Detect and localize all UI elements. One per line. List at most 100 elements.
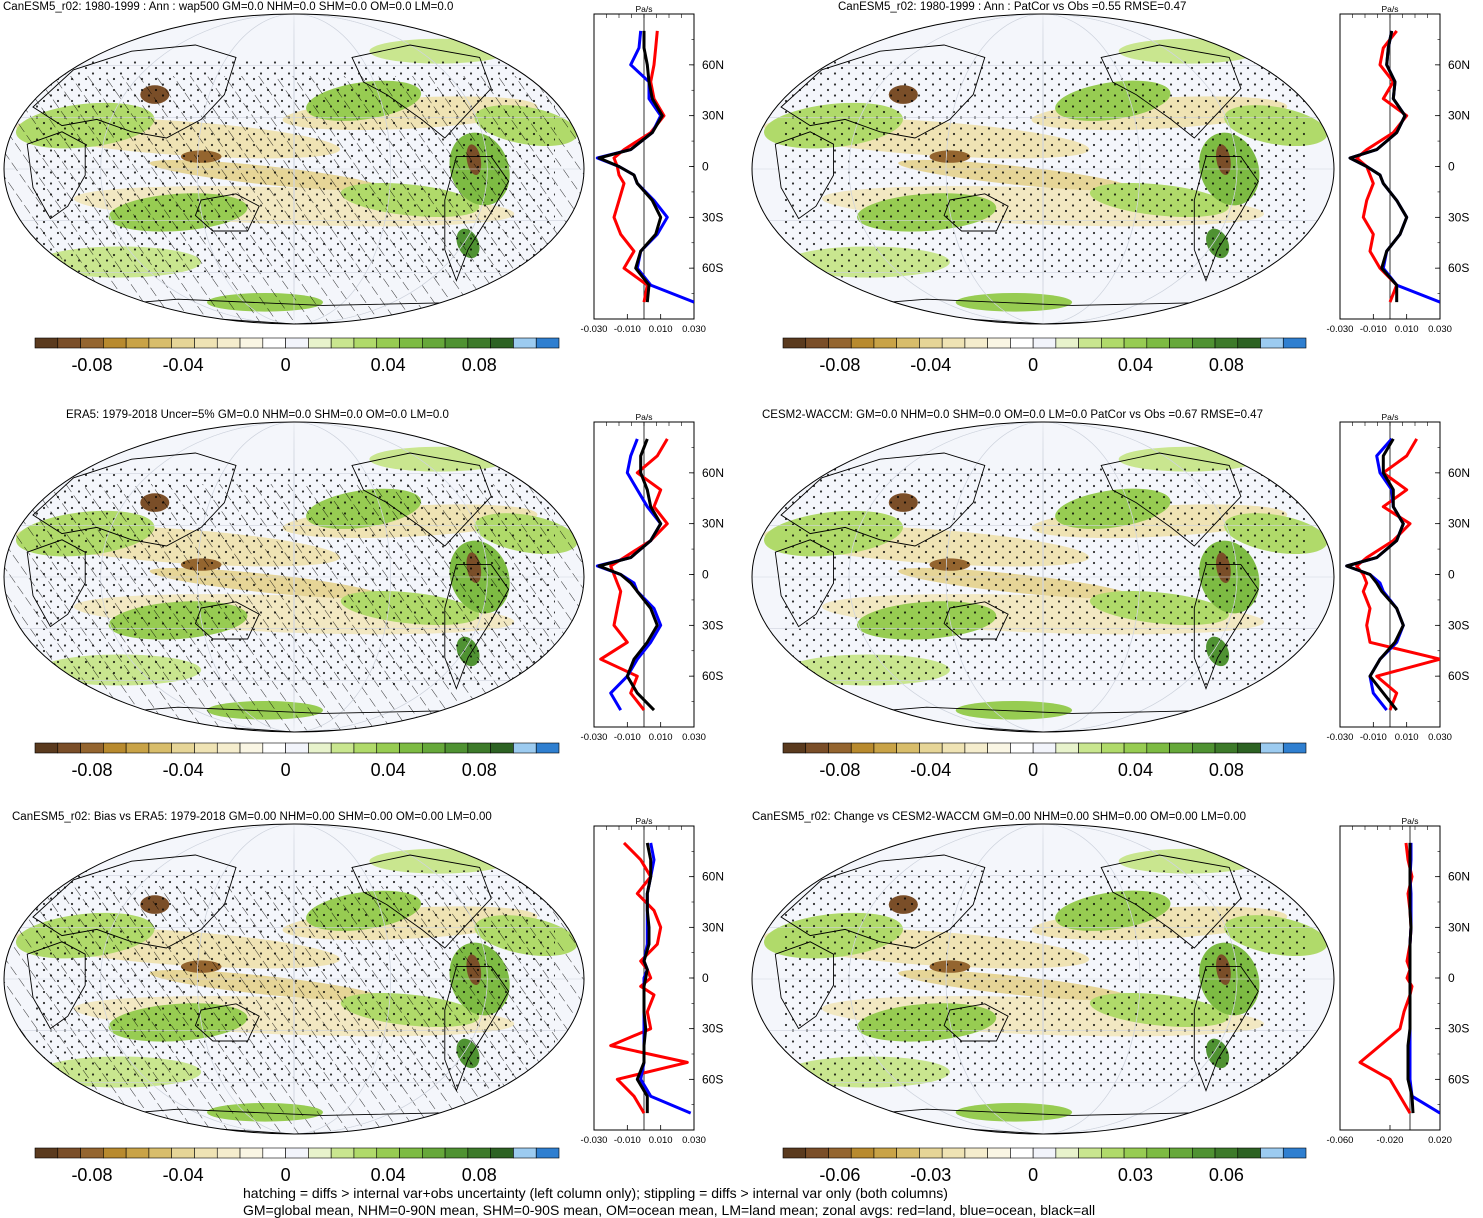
- colorbar-label: 0.08: [1209, 760, 1244, 780]
- colorbar-bin: [467, 742, 491, 754]
- graticule-line: [197, 14, 391, 324]
- lat-tick-label: 0: [1448, 568, 1455, 582]
- lat-tick-label: 0: [702, 568, 709, 582]
- hatching: [4, 886, 584, 1134]
- colorbar-bin: [239, 1147, 264, 1159]
- zonal-line-land: [1358, 842, 1414, 1114]
- panel-title: CanESM5_r02: Change vs CESM2-WACCM GM=0.…: [752, 811, 1246, 823]
- colorbar-bin: [80, 742, 104, 754]
- colorbar-label: 0.04: [1118, 355, 1153, 375]
- colorbar-bin: [399, 742, 423, 754]
- colorbar-bin: [1055, 337, 1079, 349]
- colorbar-bin: [1055, 742, 1079, 754]
- colorbar-bin: [262, 337, 286, 349]
- colorbar-bin: [171, 337, 195, 349]
- colorbar-bin: [125, 1147, 150, 1159]
- colorbar-bin: [330, 1147, 355, 1159]
- colorbar-bin: [239, 337, 264, 349]
- panel-2: CanESM5_r02: 1980-1999 : Ann : PatCor vs…: [751, 1, 1470, 375]
- ascent-region: [955, 293, 1073, 312]
- x-tick-label: -0.010: [614, 732, 641, 743]
- graticule-line: [1042, 422, 1044, 732]
- ascent-region: [1118, 446, 1259, 472]
- colorbar-bin: [376, 337, 400, 349]
- footnote-line-2: GM=global mean, NHM=0-90N mean, SHM=0-90…: [243, 1202, 1095, 1218]
- colorbar-bin: [1192, 337, 1216, 349]
- zonal-line-all: [635, 842, 653, 1114]
- zonal-line-all: [597, 438, 663, 712]
- colorbar-bin: [1214, 742, 1239, 754]
- colorbar-bin: [919, 1147, 943, 1159]
- colorbar: -0.08 -0.04 0 0.04 0.08: [34, 337, 560, 375]
- australia-outline: [194, 1003, 260, 1042]
- colorbar-bin: [1282, 742, 1307, 754]
- lat-tick-label: 60N: [702, 58, 724, 72]
- colorbar-bin: [964, 337, 988, 349]
- colorbar-bin: [1282, 1147, 1307, 1159]
- colorbar-bin: [103, 1147, 127, 1159]
- colorbar-bin: [1237, 337, 1261, 349]
- north-america-outline: [351, 854, 492, 949]
- x-tick-label: -0.030: [581, 732, 608, 743]
- colorbar-bin: [308, 1147, 332, 1159]
- eurasia-outline: [32, 452, 237, 547]
- panel-title: ERA5: 1979-2018 Uncer=5% GM=0.0 NHM=0.0 …: [66, 409, 449, 421]
- x-tick-label: 0.010: [1395, 732, 1419, 743]
- colorbar-bin: [513, 1147, 537, 1159]
- colorbar-bin: [262, 742, 286, 754]
- colorbar-bin: [1146, 337, 1170, 349]
- colorbar-bin: [513, 337, 537, 349]
- australia-outline: [943, 193, 1009, 232]
- colorbar-bin: [964, 1147, 988, 1159]
- colorbar-bin: [805, 1147, 829, 1159]
- x-tick-label: 0.010: [649, 1135, 673, 1146]
- colorbar-bin: [805, 337, 829, 349]
- x-tick-label: -0.030: [581, 324, 608, 335]
- colorbar-bin: [285, 742, 309, 754]
- colorbar-bin: [262, 1147, 286, 1159]
- south-america-outline: [444, 156, 510, 282]
- colorbar-label: 0: [281, 355, 291, 375]
- colorbar-bin: [399, 1147, 423, 1159]
- colorbar-bin: [1078, 1147, 1102, 1159]
- zonal-line-land: [599, 438, 669, 712]
- colorbar-bin: [125, 337, 150, 349]
- colorbar-label: 0: [281, 760, 291, 780]
- colorbar: -0.08 -0.04 0 0.04 0.08: [782, 337, 1307, 375]
- colorbar-bin: [148, 742, 172, 754]
- australia-outline: [194, 601, 260, 640]
- colorbar-bin: [987, 742, 1011, 754]
- colorbar-bin: [216, 742, 241, 754]
- colorbar-bin: [805, 742, 829, 754]
- colorbar-bin: [850, 1147, 875, 1159]
- lat-tick-label: 60S: [1448, 261, 1469, 275]
- colorbar-label: -0.04: [163, 760, 204, 780]
- north-america-outline: [1100, 44, 1242, 139]
- colorbar-bin: [1169, 742, 1193, 754]
- colorbar-bin: [1055, 1147, 1079, 1159]
- colorbar-label: -0.04: [910, 760, 951, 780]
- x-tick-label: -0.030: [1327, 732, 1354, 743]
- north-america-outline: [1100, 854, 1242, 949]
- colorbar-bin: [941, 1147, 966, 1159]
- colorbar-bin: [353, 1147, 378, 1159]
- colorbar-bin: [285, 337, 309, 349]
- ascent-region: [369, 38, 509, 64]
- colorbar-label: 0: [1028, 1165, 1038, 1185]
- eurasia-outline: [32, 854, 237, 949]
- colorbar-label: 0.08: [462, 1165, 497, 1185]
- colorbar-bin: [444, 1147, 469, 1159]
- lat-tick-label: 30N: [1448, 517, 1470, 531]
- hatching: [4, 484, 584, 732]
- lat-tick-label: 0: [702, 971, 709, 985]
- colorbar-bin: [422, 337, 446, 349]
- north-america-outline: [351, 44, 492, 139]
- map-border: [3, 823, 585, 1135]
- colorbar-bin: [194, 1147, 218, 1159]
- colorbar-bin: [828, 337, 852, 349]
- colorbar-bin: [873, 742, 897, 754]
- x-tick-label: -0.030: [581, 1135, 608, 1146]
- colorbar-label: -0.08: [71, 355, 112, 375]
- colorbar-bin: [896, 337, 920, 349]
- colorbar-bin: [896, 742, 920, 754]
